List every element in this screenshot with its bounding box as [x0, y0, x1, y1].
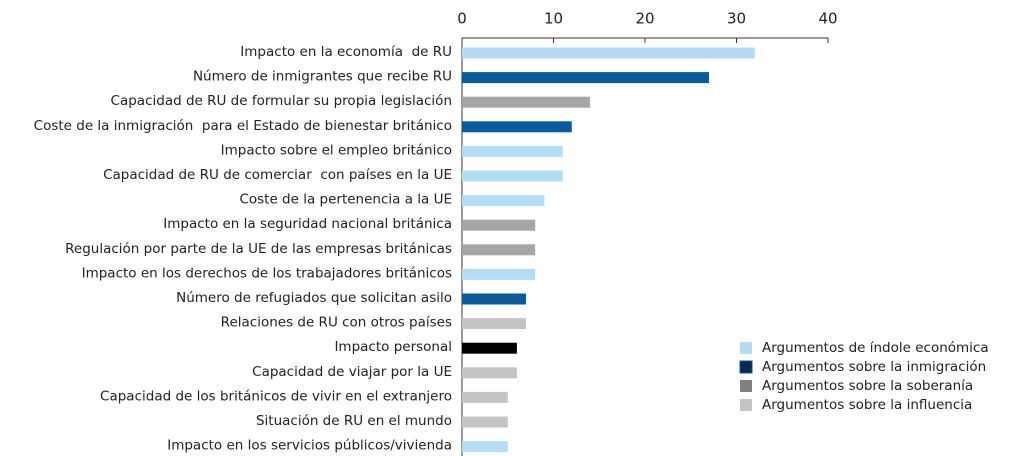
bar: [462, 367, 517, 379]
y-tick-label: Situación de RU en el mundo: [256, 413, 452, 429]
bar: [462, 416, 508, 428]
legend-swatch: [740, 342, 752, 354]
x-tick-label: 20: [635, 10, 654, 28]
bar: [462, 72, 710, 84]
y-tick-label: Impacto en la seguridad nacional británi…: [163, 216, 452, 232]
x-tick-label: 10: [544, 10, 563, 28]
legend-swatch: [740, 399, 752, 411]
bar: [462, 244, 536, 256]
bar: [462, 268, 536, 280]
y-tick-label: Impacto en los servicios públicos/vivien…: [167, 438, 452, 454]
y-tick-label: Número de inmigrantes que recibe RU: [193, 69, 452, 85]
x-tick-label: 30: [727, 10, 746, 28]
bar: [462, 342, 517, 354]
y-tick-label: Capacidad de los británicos de vivir en …: [100, 388, 452, 404]
bar: [462, 145, 563, 157]
y-tick-label: Relaciones de RU con otros países: [221, 315, 452, 331]
legend-label: Argumentos sobre la inmigración: [762, 359, 986, 375]
bar: [462, 170, 563, 182]
bar: [462, 195, 545, 207]
y-tick-label: Impacto sobre el empleo británico: [221, 142, 452, 158]
bar: [462, 293, 527, 305]
bar: [462, 219, 536, 231]
x-tick-label: 0: [457, 10, 467, 28]
legend-swatch: [739, 360, 753, 374]
y-tick-label: Coste de la pertenencia a la UE: [239, 192, 452, 208]
y-tick-label: Capacidad de viajar por la UE: [252, 364, 452, 380]
y-tick-label: Coste de la inmigración para el Estado d…: [34, 118, 452, 134]
bar: [462, 391, 508, 403]
y-tick-label: Impacto en la economía de RU: [240, 44, 452, 60]
bar: [462, 47, 755, 59]
bar: [462, 121, 572, 133]
y-tick-label: Impacto en los derechos de los trabajado…: [82, 265, 452, 281]
legend-label: Argumentos de índole económica: [762, 340, 989, 356]
y-tick-label: Impacto personal: [334, 339, 452, 355]
y-tick-label: Regulación por parte de la UE de las emp…: [65, 241, 452, 257]
y-tick-label: Número de refugiados que solicitan asilo: [176, 290, 452, 306]
bar: [462, 96, 591, 108]
x-tick-label: 40: [818, 10, 837, 28]
legend-swatch: [740, 380, 752, 392]
y-tick-label: Capacidad de RU de comerciar con países …: [103, 167, 452, 183]
bar: [462, 441, 508, 453]
y-tick-label: Capacidad de RU de formular su propia le…: [111, 93, 452, 109]
legend-label: Argumentos sobre la influencia: [762, 397, 972, 413]
bar: [462, 318, 527, 330]
legend-label: Argumentos sobre la soberanía: [762, 378, 973, 394]
